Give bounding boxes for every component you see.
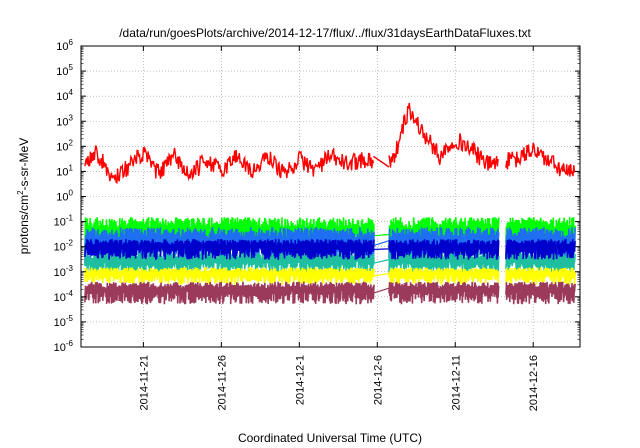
y-tick-label-base: 10: [56, 91, 68, 103]
y-axis-label-suffix: -s-sr-MeV: [17, 138, 31, 191]
y-tick-label-exp: 1: [69, 163, 74, 172]
y-tick-label-base: 10: [56, 141, 68, 153]
gap-connector: [373, 259, 390, 264]
y-tick-label-exp: 2: [69, 138, 74, 147]
y-tick-label-base: 10: [54, 342, 66, 354]
series-band: [84, 252, 375, 275]
y-tick-label: 103: [56, 113, 73, 128]
y-tick-label-exp: 3: [69, 113, 74, 122]
y-axis-label: protons/cm2-s-sr-MeV: [16, 138, 31, 254]
y-tick-label-base: 10: [56, 66, 68, 78]
series-line: [505, 142, 576, 177]
series-layer: [84, 102, 576, 305]
series-band: [84, 281, 375, 305]
gap-connector: [373, 233, 390, 237]
y-tick-label-base: 10: [54, 217, 66, 229]
y-tick-label: 106: [56, 38, 73, 53]
series-band: [505, 252, 576, 275]
y-tick-label-exp: -5: [66, 314, 74, 323]
y-tick-label-exp: 4: [69, 88, 74, 97]
series-line: [388, 102, 499, 171]
y-tick-label-base: 10: [56, 192, 68, 204]
series-band: [84, 239, 375, 260]
y-tick-label: 10-1: [54, 214, 74, 229]
y-tick-label-exp: -2: [66, 239, 74, 248]
y-tick-label: 10-3: [54, 264, 74, 279]
series-band: [505, 281, 576, 305]
y-tick-label-exp: -1: [66, 214, 74, 223]
plot-frame: [80, 45, 581, 348]
series-band: [388, 281, 500, 305]
x-tick-label: 2014-12-6: [372, 355, 384, 405]
y-tick-label-exp: 5: [69, 63, 74, 72]
y-tick-label-base: 10: [56, 116, 68, 128]
gap-connector: [373, 240, 390, 247]
series-band: [505, 267, 576, 285]
y-tick-label-base: 10: [54, 267, 66, 279]
y-tick-labels: 10-610-510-410-310-210-11001011021031041…: [54, 38, 74, 354]
gap-connector: [372, 155, 390, 168]
series-band: [505, 217, 576, 254]
y-axis-label-sup: 2: [16, 190, 25, 195]
chart-title: /data/run/goesPlots/archive/2014-12-17/f…: [119, 26, 531, 40]
y-tick-label-exp: -6: [66, 339, 74, 348]
y-tick-label: 105: [56, 63, 73, 78]
y-tick-label: 10-4: [54, 289, 74, 304]
x-tick-label: 2014-12-16: [528, 355, 540, 411]
y-tick-label-base: 10: [54, 242, 66, 254]
y-tick-label: 10-5: [54, 314, 74, 329]
y-tick-label-exp: -3: [66, 264, 74, 273]
gap-connector: [373, 272, 390, 277]
gap-connector: [373, 248, 389, 251]
y-tick-label-exp: 6: [69, 38, 74, 47]
gap-connector: [373, 287, 390, 294]
y-tick-label: 100: [56, 189, 73, 204]
y-axis-label-prefix: protons/cm: [17, 195, 31, 254]
y-tick-label-base: 10: [56, 41, 68, 53]
x-tick-label: 2014-11-21: [138, 355, 150, 410]
y-tick-label-exp: 0: [69, 189, 74, 198]
y-tick-label-base: 10: [54, 317, 66, 329]
y-tick-label-base: 10: [54, 292, 66, 304]
series-band: [388, 267, 500, 285]
x-tick-label: 2014-12-11: [450, 355, 462, 410]
x-tick-label: 2014-11-26: [216, 355, 228, 410]
x-tick-labels: 2014-11-21 2014-11-26 2014-12-1 2014-12-6 20…: [138, 355, 540, 411]
y-tick-label: 10-6: [54, 339, 74, 354]
x-tick-label: 2014-12-1: [294, 355, 306, 405]
y-tick-label: 102: [56, 138, 73, 153]
series-band: [505, 239, 576, 260]
y-tick-label-base: 10: [56, 166, 68, 178]
series-band: [84, 267, 375, 285]
series-line: [84, 145, 375, 185]
series-band: [388, 239, 500, 260]
y-tick-label: 10-2: [54, 239, 74, 254]
y-tick-label: 101: [56, 163, 73, 178]
y-tick-label: 104: [56, 88, 73, 103]
x-axis-label: Coordinated Universal Time (UTC): [238, 431, 422, 445]
y-tick-label-exp: -4: [66, 289, 74, 298]
